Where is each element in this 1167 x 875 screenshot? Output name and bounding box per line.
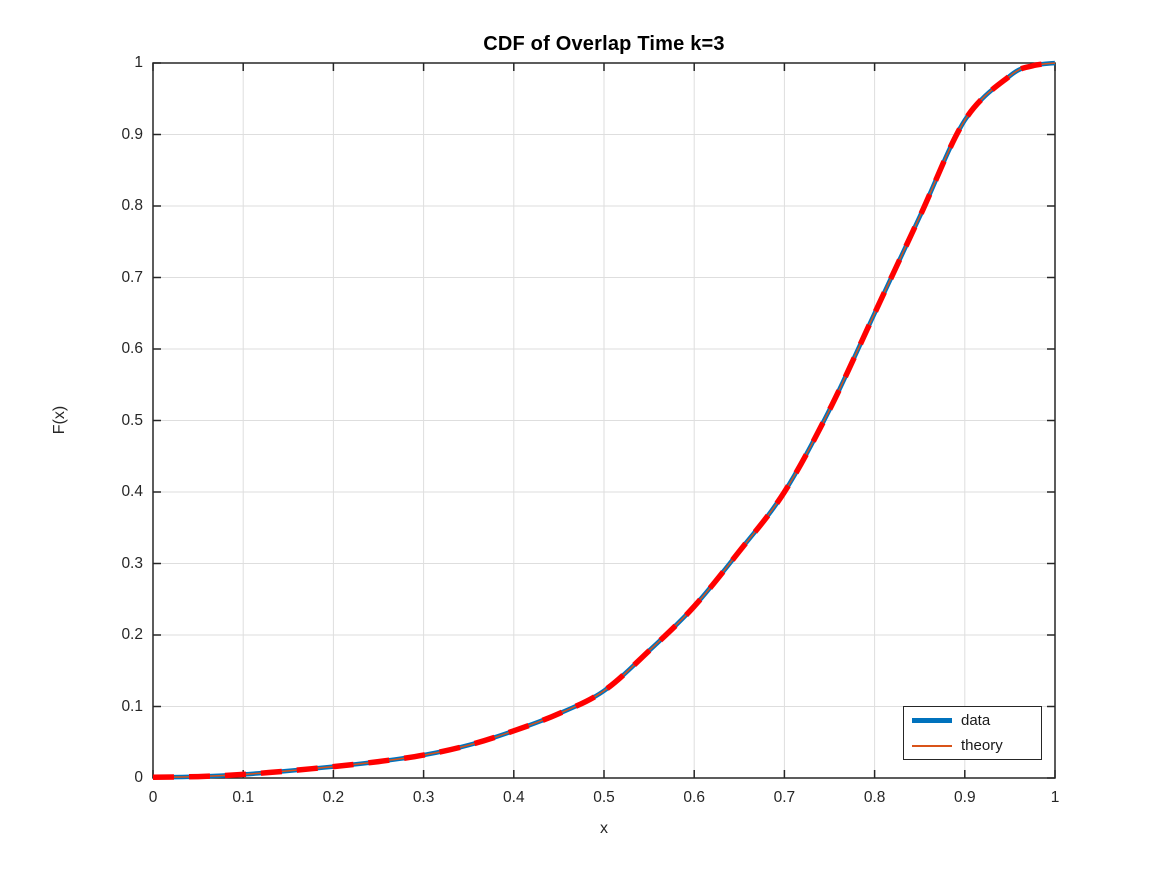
y-tick-label-0: 0 xyxy=(134,769,143,786)
legend-line-sample-data xyxy=(912,718,952,723)
y-tick-label-1: 1 xyxy=(134,54,143,71)
legend-line-sample-theory xyxy=(912,744,952,747)
x-tick-label-0.7: 0.7 xyxy=(773,789,796,806)
y-tick-label-0.2: 0.2 xyxy=(121,626,143,643)
legend-label-data: data xyxy=(961,712,991,729)
x-tick-label-0.1: 0.1 xyxy=(232,789,254,806)
y-tick-label-0.3: 0.3 xyxy=(121,554,143,572)
theory-curve-layer1 xyxy=(152,60,1056,781)
y-tick-label-0.6: 0.6 xyxy=(121,340,143,357)
x-tick-label-0.2: 0.2 xyxy=(322,789,345,806)
legend-label-theory: theory xyxy=(961,737,1003,754)
x-tick-label-0.9: 0.9 xyxy=(954,789,976,806)
x-tick-label-0: 0 xyxy=(148,789,158,806)
x-tick-label-0.4: 0.4 xyxy=(503,789,525,806)
x-tick-label-1: 1 xyxy=(1050,789,1060,806)
y-tick-label-0.8: 0.8 xyxy=(121,197,143,214)
x-tick-label-0.5: 0.5 xyxy=(593,789,615,806)
y-tick-label-0.7: 0.7 xyxy=(121,268,143,286)
x-tick-label-0.3: 0.3 xyxy=(412,789,435,806)
y-tick-label-0.1: 0.1 xyxy=(121,697,143,715)
x-tick-label-0.8: 0.8 xyxy=(863,789,886,806)
plot-title: CDF of Overlap Time k=3 xyxy=(483,33,725,55)
y-axis-label: F(x) xyxy=(51,405,68,435)
y-tick-label-0.4: 0.4 xyxy=(121,483,143,500)
y-tick-label-0.9: 0.9 xyxy=(121,125,143,143)
legend: data theory xyxy=(903,706,1042,760)
legend-entry-theory: theory xyxy=(904,735,1041,757)
y-tick-label-0.5: 0.5 xyxy=(121,411,143,429)
x-tick-label-0.6: 0.6 xyxy=(683,789,705,806)
x-axis-label: x xyxy=(600,820,608,837)
legend-entry-data: data xyxy=(904,710,1041,732)
